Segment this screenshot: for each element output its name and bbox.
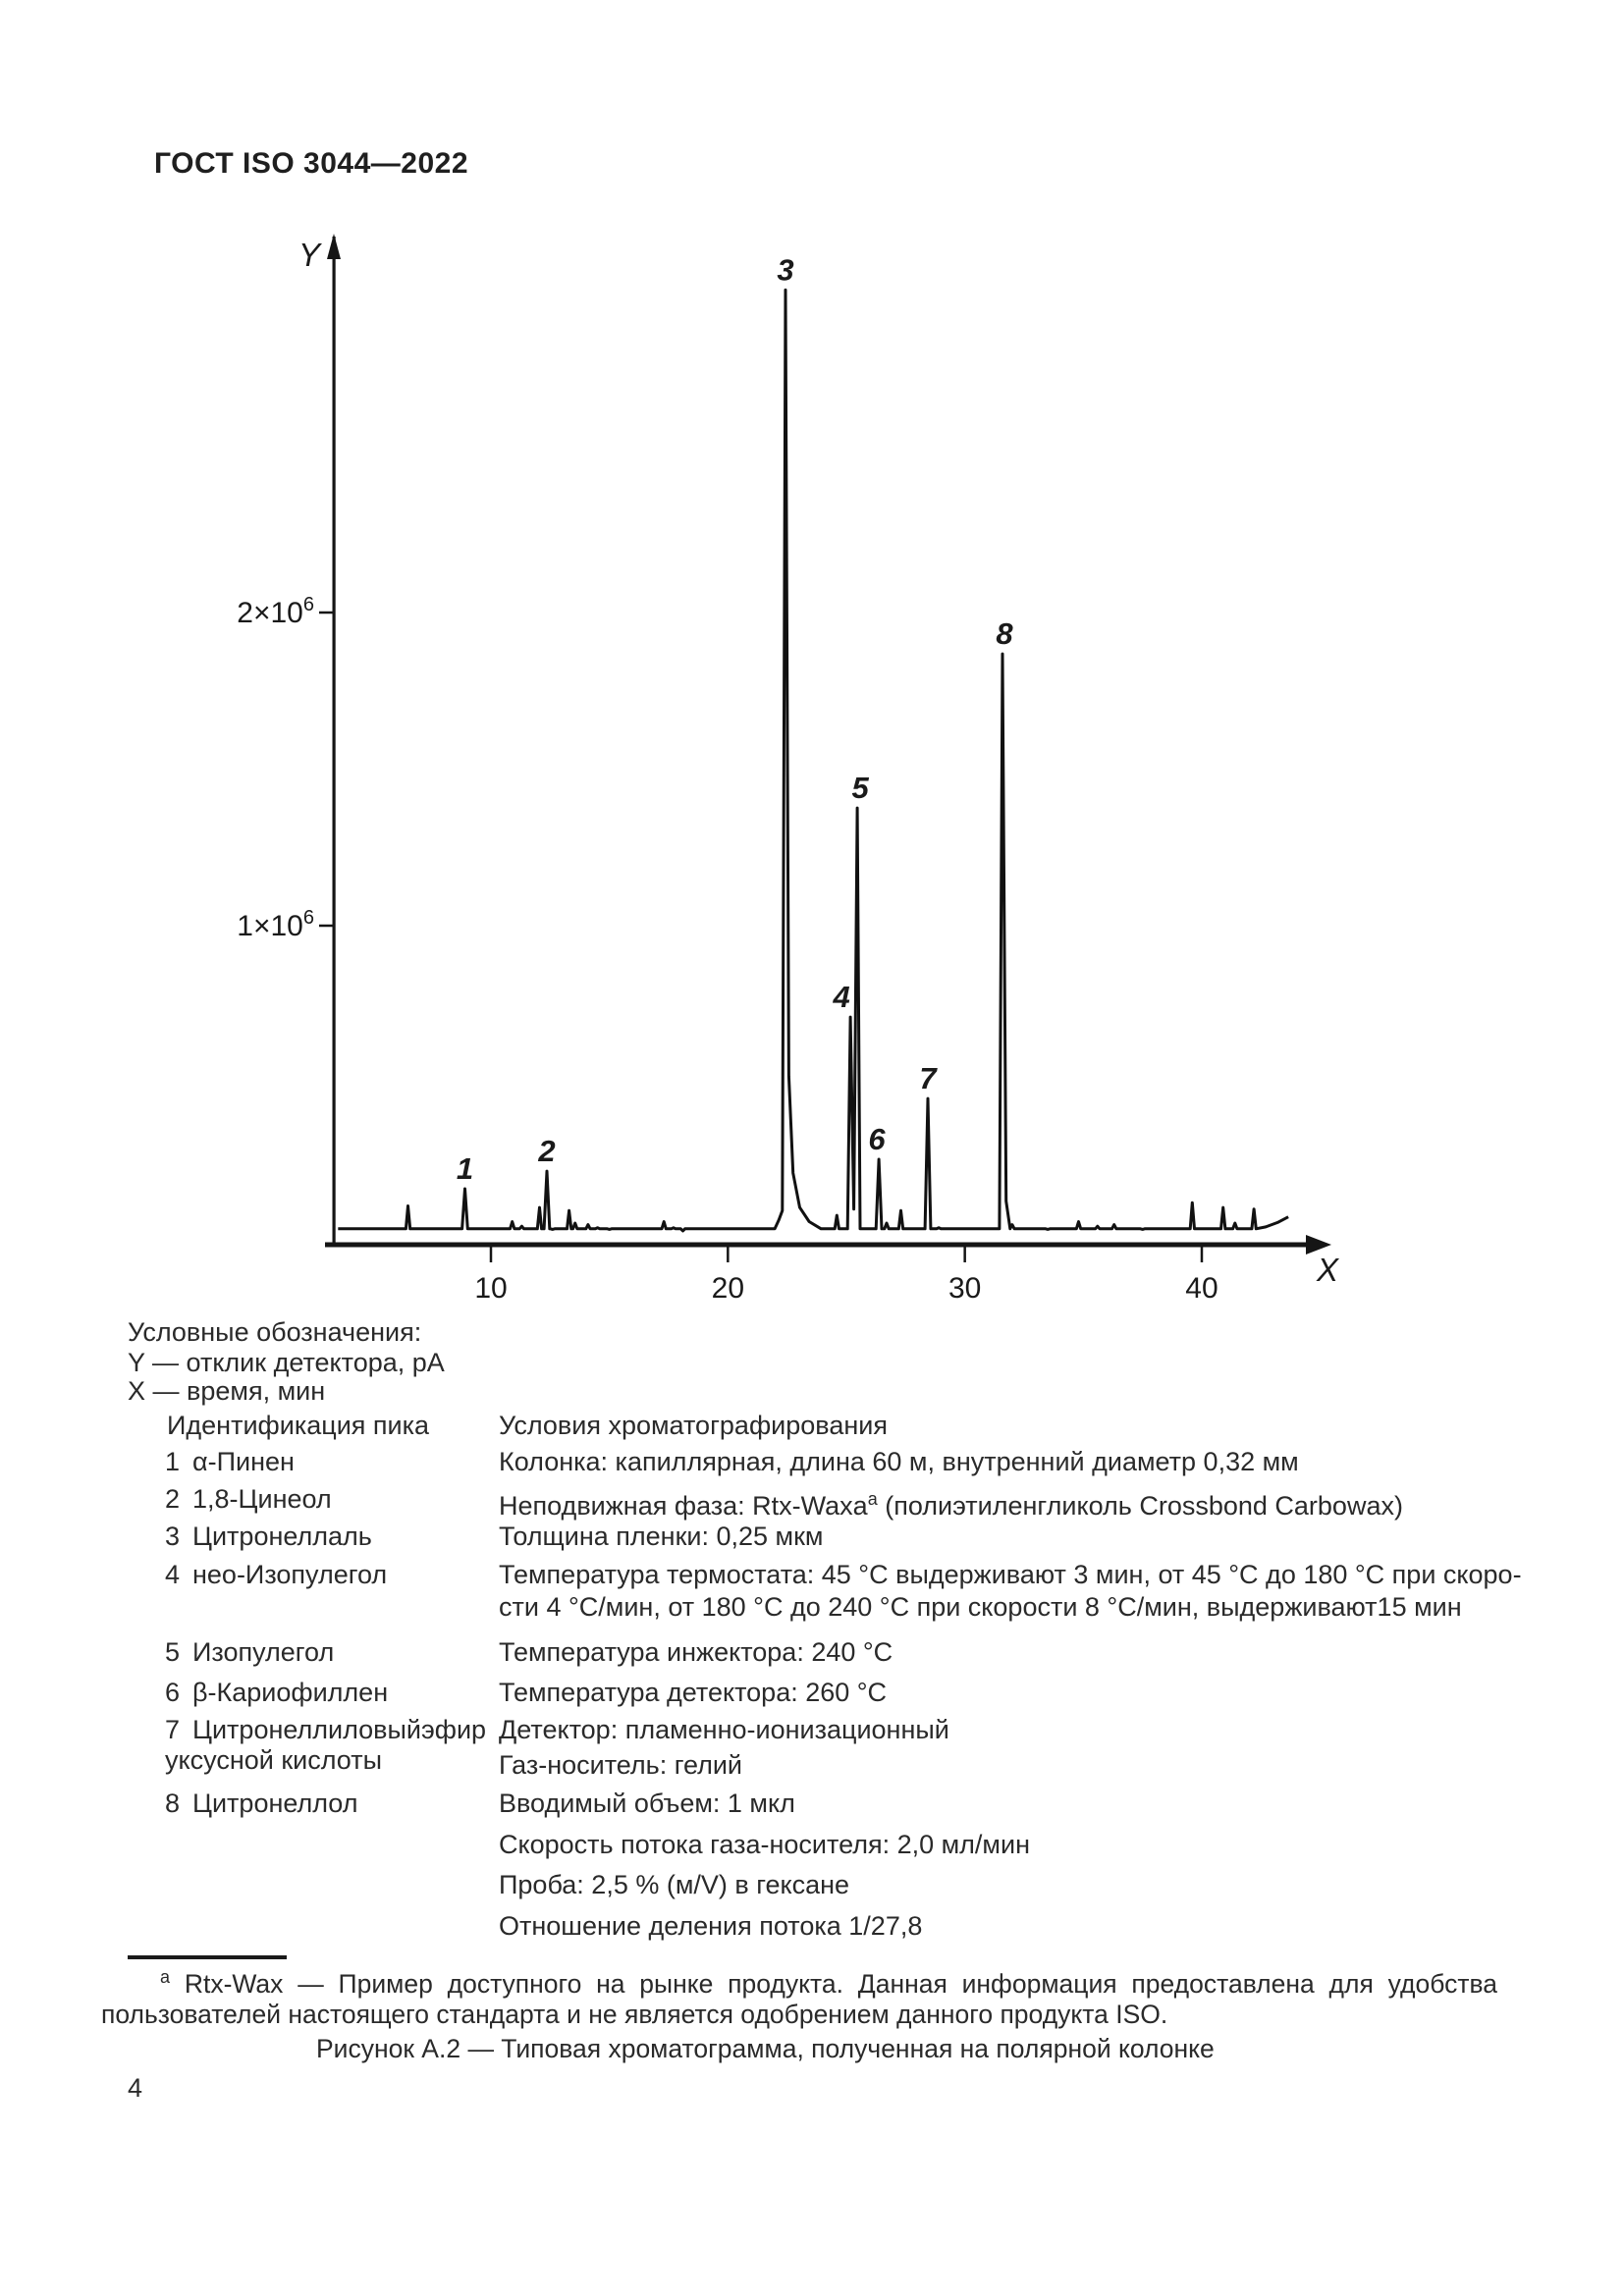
peak-row: 8 Цитронеллол: [165, 1789, 357, 1819]
peak-row: 4 нео-Изопулегол: [165, 1560, 387, 1590]
x-tick-label: 10: [474, 1272, 507, 1305]
peak-name-line2: уксусной кислоты: [165, 1745, 382, 1775]
peak-number: 4: [165, 1560, 181, 1589]
footnote-marker: a: [160, 1967, 171, 1987]
peak-name: β-Кариофиллен: [192, 1678, 389, 1707]
peak-number: 5: [165, 1637, 181, 1667]
y-axis-arrow: [327, 234, 341, 259]
condition-line: Неподвижная фаза: Rtx-Waxаa (полиэтиленг…: [499, 1489, 1403, 1521]
x-tick-label: 20: [712, 1272, 744, 1305]
document-header: ГОСТ ISO 3044—2022: [154, 147, 469, 180]
x-axis-line: [325, 1242, 1308, 1248]
condition-line: Скорость потока газа-носителя: 2,0 мл/ми…: [499, 1830, 1030, 1859]
peak-row: 1 α-Пинен: [165, 1447, 295, 1477]
figure-caption: Рисунок А.2 — Типовая хроматограмма, пол…: [316, 2034, 1215, 2063]
peak-label: 2: [537, 1134, 555, 1168]
peak-label: 6: [868, 1122, 886, 1156]
chromatogram-figure: 1×106 2×106 10 20 30 40 Y X 1 2 3 4 5 67 8: [237, 234, 1340, 1305]
condition-line: Проба: 2,5 % (м/V) в гексане: [499, 1870, 850, 1899]
page-number: 4: [128, 2073, 143, 2103]
peak-label: 3: [777, 252, 793, 287]
peak-number: 7: [165, 1715, 181, 1744]
peak-name: Цитронеллол: [192, 1789, 358, 1818]
x-tick-label: 30: [948, 1272, 981, 1305]
peak-name: Изопулегол: [192, 1637, 335, 1667]
condition-line: Детектор: пламенно-ионизационный: [499, 1715, 949, 1744]
y-tick-label: 1×106: [237, 907, 314, 942]
peak-label: 5: [851, 771, 869, 805]
condition-line: Температура термостата: 45 °С выдерживаю…: [499, 1560, 1522, 1589]
legend-item-y: Y — отклик детектора, pA: [128, 1348, 445, 1377]
peak-name: Цитронеллаль: [192, 1522, 372, 1551]
condition-line: сти 4 °С/мин, от 180 °С до 240 °С при ск…: [499, 1592, 1462, 1622]
peak-label: 7: [919, 1061, 938, 1095]
peak-number: 2: [165, 1484, 181, 1514]
y-axis-label: Y: [298, 237, 322, 273]
peak-number: 3: [165, 1522, 181, 1551]
peak-row: 5 Изопулегол: [165, 1637, 334, 1668]
footnote: a Rtx-Wax — Пример доступного на рынке п…: [101, 1962, 1497, 2030]
condition-line: Температура инжектора: 240 °С: [499, 1637, 893, 1667]
y-axis-line: [332, 237, 336, 1247]
condition-line: Отношение деления потока 1/27,8: [499, 1911, 923, 1941]
rtx-wax-footnote-ref: a: [867, 1489, 878, 1509]
table-right-header: Условия хроматографирования: [499, 1411, 888, 1440]
peak-number: 6: [165, 1678, 181, 1707]
peak-number: 1: [165, 1447, 181, 1476]
legend-title: Условные обозначения:: [128, 1317, 422, 1347]
footnote-rule: [128, 1955, 287, 1959]
x-tick-label: 40: [1185, 1272, 1218, 1305]
peak-name: 1,8-Цинеол: [192, 1484, 332, 1514]
peak-label: 8: [996, 616, 1013, 651]
y-tick-label: 2×106: [237, 594, 314, 629]
peak-label: 1: [457, 1151, 473, 1186]
peak-number: 8: [165, 1789, 181, 1818]
table-left-header: Идентификация пика: [167, 1411, 430, 1440]
condition-line: Вводимый объем: 1 мкл: [499, 1789, 795, 1818]
peak-row: 6 β-Кариофиллен: [165, 1678, 388, 1708]
chromatogram-trace: [338, 288, 1289, 1233]
peak-name: Цитронеллиловый эфир: [192, 1715, 487, 1744]
peak-name: нео-Изопулегол: [192, 1560, 388, 1589]
condition-line: Температура детектора: 260 °С: [499, 1678, 888, 1707]
legend-item-x: X — время, мин: [128, 1376, 326, 1406]
peak-row: 7 Цитронеллиловый эфир: [165, 1715, 487, 1745]
condition-line: Колонка: капиллярная, длина 60 м, внутре…: [499, 1447, 1299, 1476]
footnote-text: Rtx-Wax — Пример доступного на рынке про…: [101, 1968, 1497, 2029]
x-axis-label: X: [1316, 1252, 1340, 1288]
peak-row: 3 Цитронеллаль: [165, 1522, 372, 1552]
peak-label: 4: [832, 980, 849, 1014]
condition-line: Газ-носитель: гелий: [499, 1750, 742, 1780]
peak-row: 2 1,8-Цинеол: [165, 1484, 332, 1515]
condition-line: Толщина пленки: 0,25 мкм: [499, 1522, 824, 1551]
x-axis-arrow: [1306, 1235, 1331, 1255]
peak-name: α-Пинен: [192, 1447, 295, 1476]
